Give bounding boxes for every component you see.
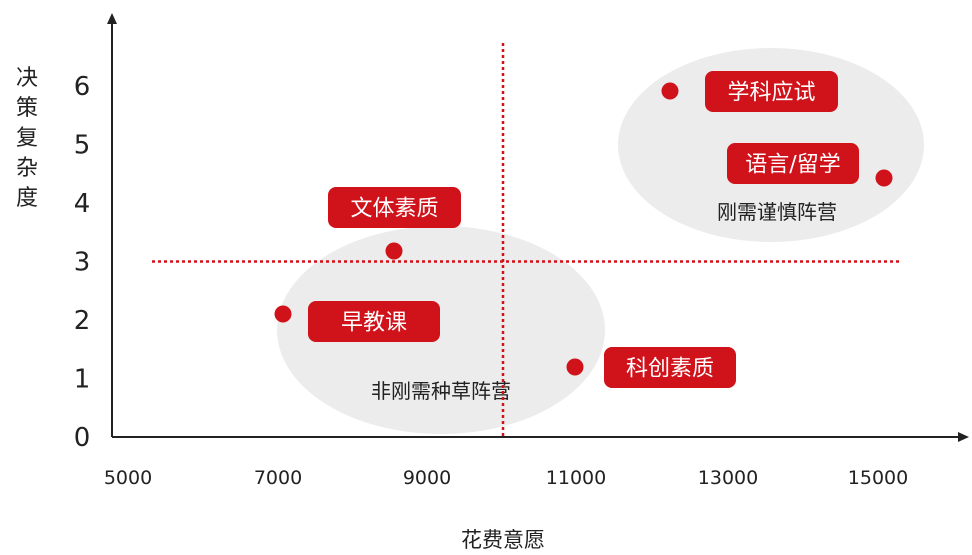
x-tick-label: 13000 xyxy=(698,467,758,489)
point-label-pill xyxy=(308,301,440,342)
y-axis-arrow xyxy=(107,13,117,24)
x-tick-label: 15000 xyxy=(848,467,908,489)
axes: 0 1 2 3 4 5 6 5000 7000 9000 11000 13000 15000 决策复杂度花… xyxy=(16,13,969,552)
data-points xyxy=(274,82,893,376)
x-axis-arrow xyxy=(958,432,969,442)
y-tick-label: 0 xyxy=(74,423,91,453)
data-point xyxy=(875,169,893,187)
group-ellipse xyxy=(277,226,605,434)
data-point xyxy=(385,242,403,260)
x-axis-title: 花费意愿 xyxy=(461,528,545,552)
y-tick-label: 6 xyxy=(74,72,91,102)
x-tick-label: 9000 xyxy=(403,467,451,489)
x-tick-label: 11000 xyxy=(546,467,606,489)
group-label: 刚需谨慎阵营 xyxy=(717,200,837,224)
y-tick-label: 3 xyxy=(74,248,91,278)
group-label: 非刚需种草阵营 xyxy=(371,379,511,403)
x-tick-label: 5000 xyxy=(104,467,152,489)
y-tick-label: 2 xyxy=(74,306,91,336)
point-label: 文体素质 xyxy=(350,197,438,222)
point-label: 科创素质 xyxy=(626,357,714,382)
point-label-pill xyxy=(727,143,859,184)
point-label-pill xyxy=(604,347,736,388)
point-label-pill xyxy=(328,187,461,228)
data-point xyxy=(274,305,292,323)
point-label: 早教课 xyxy=(341,311,407,336)
point-label: 学科应试 xyxy=(727,81,815,106)
point-label: 语言/留学 xyxy=(745,153,840,178)
y-axis-title: 决策复杂度 xyxy=(16,66,38,211)
y-tick-label: 5 xyxy=(74,131,91,161)
point-label-pill xyxy=(705,71,838,112)
reference-lines xyxy=(152,43,900,437)
x-tick-label: 7000 xyxy=(254,467,302,489)
data-point xyxy=(661,82,679,100)
data-point xyxy=(566,358,584,376)
y-tick-label: 1 xyxy=(74,365,91,395)
y-tick-label: 4 xyxy=(74,189,91,219)
